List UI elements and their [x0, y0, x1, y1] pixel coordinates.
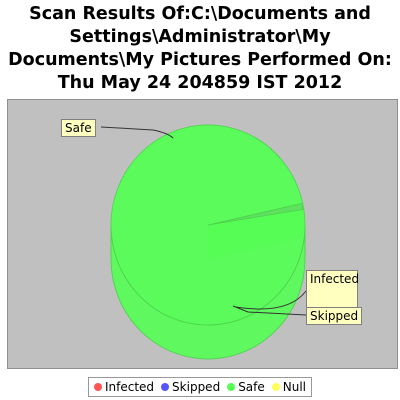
- title-line-3: Documents\My Pictures Performed On:: [8, 50, 392, 70]
- legend-item-skipped: Skipped: [161, 380, 220, 394]
- callout-label-infected: Infected: [306, 270, 360, 312]
- legend-label-infected: Infected: [104, 380, 155, 394]
- callout-label-safe-text: Safe: [65, 121, 92, 135]
- legend-item-safe: Safe: [227, 380, 265, 394]
- callout-line-skipped: [232, 305, 307, 316]
- callout-line-safe: [100, 126, 174, 139]
- chart-title: Scan Results Of:C:\Documents and Setting…: [0, 3, 400, 95]
- pie-slice-safe: [110, 124, 306, 326]
- callout-label-safe: Safe: [61, 119, 96, 137]
- title-line-1: Scan Results Of:C:\Documents and: [29, 4, 371, 24]
- callout-line-infected: [235, 290, 307, 310]
- legend-swatch-skipped: [161, 383, 170, 391]
- legend-label-null: Null: [282, 380, 307, 394]
- legend-swatch-null: [271, 383, 280, 391]
- plot-area: Safe Infected Skipped: [7, 99, 398, 369]
- pie-chart: [100, 124, 307, 360]
- chart-legend: Infected Skipped Safe Null: [88, 377, 312, 397]
- title-line-4: Thu May 24 204859 IST 2012: [57, 73, 343, 93]
- legend-item-infected: Infected: [93, 380, 155, 394]
- legend-swatch-safe: [227, 383, 236, 391]
- callout-label-infected-text: Infected: [310, 272, 360, 286]
- legend-label-safe: Safe: [238, 380, 265, 394]
- legend-swatch-infected: [93, 383, 102, 391]
- title-line-2: Settings\Administrator\My: [69, 27, 331, 47]
- legend-item-null: Null: [271, 380, 307, 394]
- legend-label-skipped: Skipped: [172, 380, 221, 394]
- callout-label-skipped-text: Skipped: [310, 309, 359, 323]
- callout-label-skipped: Skipped: [306, 307, 363, 325]
